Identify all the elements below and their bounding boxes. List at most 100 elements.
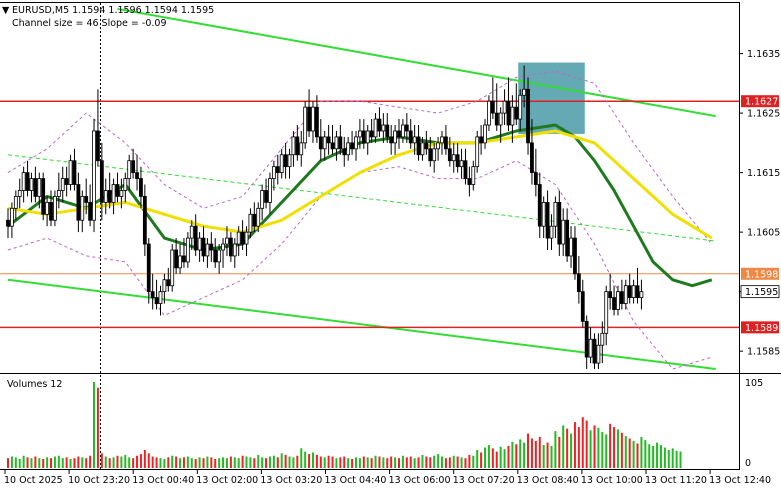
candle-body [338, 136, 343, 150]
candle-body [397, 130, 401, 138]
candle-body [635, 285, 640, 299]
candle-body [518, 94, 523, 120]
candle-body [619, 291, 624, 304]
candle-body [240, 231, 245, 245]
time-tick-label: 13 Oct 06:00 [389, 475, 451, 486]
candle-body [256, 207, 261, 227]
candle-body [295, 136, 300, 156]
candle-body [608, 291, 613, 299]
candle-body [260, 190, 265, 209]
candle-body [135, 172, 139, 179]
volume-tick-max: 105 [745, 378, 763, 389]
candle-body [275, 166, 280, 174]
candle-body [569, 237, 573, 257]
candle-body [580, 291, 585, 322]
price-tag-label: 1.1595 [745, 287, 778, 298]
candle-body [401, 124, 405, 138]
candle-body [631, 285, 636, 299]
candle-body [487, 100, 491, 126]
time-tick-label: 13 Oct 07:20 [453, 475, 515, 486]
candle-body [455, 154, 460, 168]
candle-body [459, 160, 464, 168]
candle-body [514, 106, 519, 120]
candle-body [76, 184, 81, 221]
candle-body [127, 160, 132, 179]
candle-body [41, 178, 46, 215]
candle-body [213, 249, 218, 263]
candle-body [174, 249, 179, 269]
candle-body [170, 249, 175, 287]
candle-body [432, 148, 437, 162]
candle-body [25, 172, 30, 191]
candle-body [318, 136, 323, 150]
candle-body [510, 106, 515, 126]
candle-body [217, 249, 222, 263]
candle-body [612, 297, 616, 310]
candle-body [573, 237, 577, 275]
envelope-line-1 [7, 160, 712, 370]
candle-body [530, 142, 534, 174]
candle-body [279, 154, 284, 174]
candle-body [185, 237, 190, 263]
price-tag-box [741, 95, 779, 108]
candle-body [119, 190, 124, 197]
candle-body [447, 148, 452, 162]
candle-body [537, 184, 542, 227]
candle-body [17, 190, 22, 197]
candle-body [533, 172, 538, 185]
candle-body [545, 201, 550, 239]
candle-body [21, 172, 26, 191]
candle-body [80, 196, 85, 221]
candle-body [205, 243, 210, 257]
candle-body [72, 160, 77, 185]
candle-body [463, 160, 468, 179]
candle-body [49, 201, 53, 221]
candle-body [166, 279, 171, 287]
candle-body [307, 106, 311, 132]
candle-body [13, 196, 18, 209]
candle-body [45, 201, 49, 215]
candle-body [440, 136, 444, 144]
candle-body [252, 213, 257, 227]
envelope-layer [7, 70, 713, 370]
time-tick-label: 13 Oct 11:20 [645, 475, 707, 486]
candle-body [178, 255, 182, 269]
price-tick-label: 1.1605 [747, 228, 780, 239]
price-tick-label: 1.1625 [747, 109, 780, 120]
price-tick-label: 1.1615 [747, 168, 780, 179]
candle-body [576, 273, 581, 293]
candle-body [314, 106, 319, 138]
time-tick-label: 13 Oct 12:40 [709, 475, 771, 486]
time-tick-label: 13 Oct 03:20 [260, 475, 322, 486]
time-tick-label: 13 Oct 00:40 [132, 475, 194, 486]
candle-body [436, 142, 441, 150]
candle-body [115, 184, 120, 197]
candle-body [111, 184, 116, 203]
symbol-info: EURUSD,M5 1.1594 1.1596 1.1594 1.1595 [12, 5, 214, 16]
channel-upper-line [117, 7, 716, 118]
candle-body [283, 154, 288, 168]
candle-body [420, 142, 425, 156]
candle-body [600, 332, 605, 346]
candle-body [197, 237, 202, 251]
candle-body [29, 178, 34, 191]
candle-body [193, 225, 198, 251]
price-tag-label: 1.1589 [745, 323, 778, 334]
candle-body [142, 196, 147, 245]
channel-info: Channel size = 46 Slope = -0.09 [12, 18, 167, 29]
candle-body [330, 142, 335, 150]
candle-body [326, 136, 331, 144]
candle-body [361, 130, 366, 144]
candle-body [627, 285, 632, 299]
candle-body [139, 178, 143, 197]
candle-body [385, 124, 390, 138]
candle-body [228, 237, 233, 257]
candle-body [471, 166, 476, 185]
candle-body [10, 207, 14, 227]
candle-body [182, 255, 186, 263]
price-tag-label: 1.1598 [745, 269, 778, 280]
candle-body [131, 160, 136, 174]
candle-body [365, 130, 370, 144]
volume-layer [7, 382, 682, 468]
